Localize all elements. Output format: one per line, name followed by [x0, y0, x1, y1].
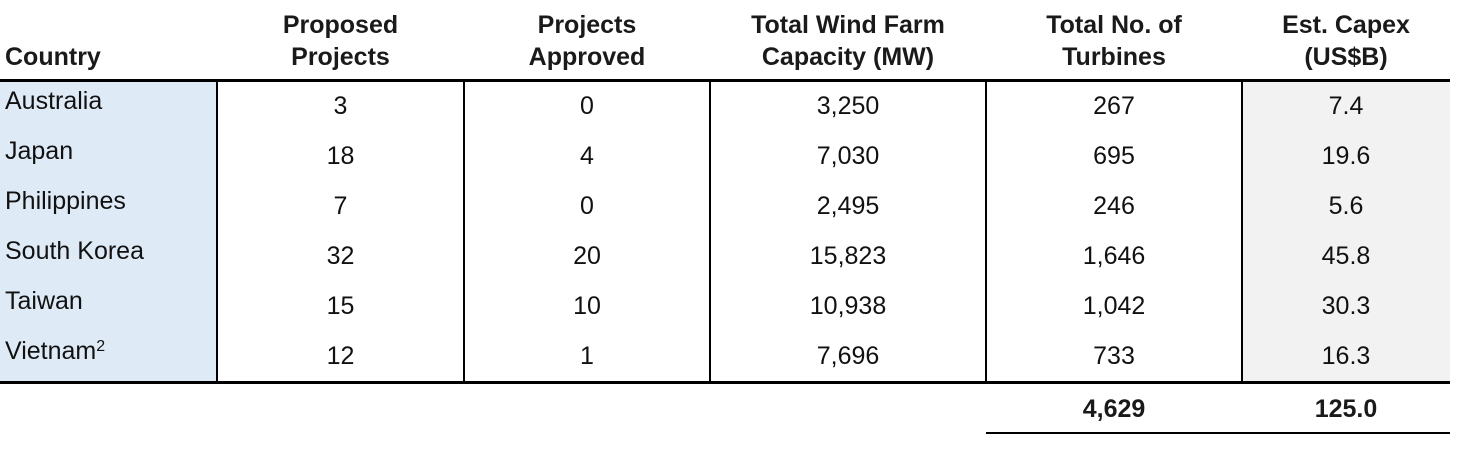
country-name: Japan	[5, 137, 74, 165]
header-label: Capacity (MW)	[761, 43, 935, 71]
header-label: Total No. of	[1046, 11, 1182, 39]
header-rule	[0, 79, 1450, 82]
header-label: Turbines	[1062, 43, 1166, 71]
cell-value: 1	[580, 342, 594, 370]
cell-value: 10,938	[809, 292, 887, 320]
body-bottom-rule	[0, 381, 1450, 384]
column-divider	[216, 82, 218, 382]
header-label: Projects	[537, 11, 637, 39]
cell-value: 7.4	[1328, 92, 1364, 120]
cell-value: 0	[580, 192, 594, 220]
cell-value: 30.3	[1321, 292, 1371, 320]
cell-value: 10	[573, 292, 601, 320]
cell-value: 267	[1093, 92, 1135, 120]
cell-value: 7,696	[816, 342, 880, 370]
total-capex: 125.0	[1314, 395, 1378, 423]
cell-value: 1,646	[1082, 242, 1146, 270]
header-label: Total Wind Farm	[751, 11, 945, 39]
cell-value: 695	[1093, 142, 1135, 170]
cell-value: 3	[333, 92, 348, 120]
header-label: Proposed	[282, 11, 399, 39]
cell-value: 45.8	[1321, 242, 1371, 270]
cell-value: 0	[580, 92, 594, 120]
header-label: Projects	[291, 43, 390, 71]
cell-value: 7,030	[816, 142, 880, 170]
country-name: Australia	[5, 87, 103, 115]
total-turbines: 4,629	[1082, 395, 1146, 423]
cell-value: 2,495	[816, 192, 880, 220]
cell-value: 16.3	[1321, 342, 1371, 370]
cell-value: 3,250	[816, 92, 880, 120]
cell-value: 15,823	[809, 242, 887, 270]
country-column-background	[0, 82, 217, 382]
cell-value: 12	[326, 342, 355, 370]
column-divider	[463, 82, 465, 382]
header-label: (US$B)	[1304, 43, 1388, 71]
country-name: Vietnam2	[5, 337, 106, 365]
cell-value: 15	[326, 292, 355, 320]
footnote-marker: 2	[96, 338, 106, 355]
header-label: Approved	[528, 43, 646, 71]
cell-value: 19.6	[1321, 142, 1371, 170]
cell-value: 20	[573, 242, 601, 270]
column-divider	[709, 82, 711, 382]
capex-column-background	[1243, 82, 1450, 382]
header-country: Country	[5, 43, 101, 71]
cell-value: 246	[1093, 192, 1135, 220]
cell-value: 32	[326, 242, 355, 270]
cell-value: 1,042	[1082, 292, 1146, 320]
totals-underline	[986, 432, 1450, 434]
cell-value: 5.6	[1328, 192, 1364, 220]
cell-value: 733	[1093, 342, 1135, 370]
column-divider	[985, 82, 987, 382]
cell-value: 18	[326, 142, 355, 170]
country-name: Philippines	[5, 187, 126, 215]
column-divider	[1241, 82, 1243, 382]
cell-value: 7	[333, 192, 348, 220]
cell-value: 4	[580, 142, 594, 170]
country-name: South Korea	[5, 237, 144, 265]
country-name: Taiwan	[5, 287, 83, 315]
header-label: Est. Capex	[1282, 11, 1410, 39]
